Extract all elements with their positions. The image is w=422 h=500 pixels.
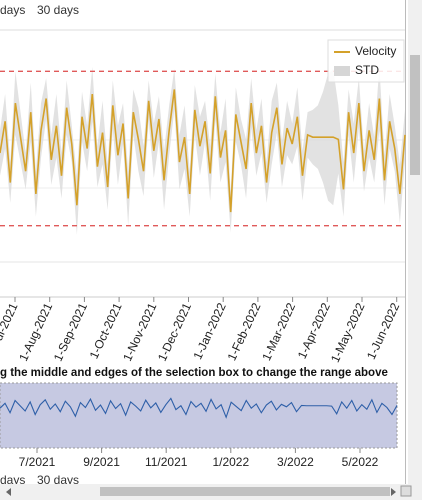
x-tick-label: 1-Dec-2021 [155, 300, 194, 363]
scrollbar-thumb[interactable] [410, 55, 420, 175]
x-tick-label: 1-Jun-2022 [364, 300, 402, 361]
navigator-label: 5/2022 [342, 455, 379, 469]
navigator-hint: g the middle and edges of the selection … [0, 367, 388, 379]
navigator-label: 7/2021 [19, 455, 56, 469]
x-tick-label: 1-Mar-2022 [259, 300, 298, 362]
x-tick-label: 1-Jul-2021 [0, 300, 21, 358]
x-tick-label: 1-Jan-2022 [190, 300, 228, 361]
x-tick-label: 1-Nov-2021 [120, 300, 159, 363]
legend: Velocity STD [327, 39, 405, 83]
h-scrollbar-thumb[interactable] [100, 487, 390, 496]
legend-label: STD [355, 63, 379, 77]
navigator: 7/2021 9/2021 11/2021 1/2022 3/2022 5/2022 [0, 397, 398, 469]
std-band [0, 66, 405, 235]
range-button[interactable]: 30 days [37, 473, 79, 487]
x-tick-label: 1-Oct-2021 [87, 300, 125, 361]
scroll-right[interactable] [391, 488, 396, 496]
range-button[interactable]: days [0, 3, 25, 17]
navigator-label: 1/2022 [212, 455, 249, 469]
plot [0, 66, 406, 235]
range-button[interactable]: days [0, 473, 25, 487]
legend-label: Velocity [355, 44, 396, 58]
navigator-line [0, 397, 398, 419]
x-tick-label: 1-May-2022 [328, 300, 368, 364]
x-tick-label: 1-Apr-2022 [295, 300, 333, 361]
x-axis: 1-Jul-20211-Aug-20211-Sep-20211-Oct-2021… [0, 297, 402, 365]
navigator-label: 3/2022 [277, 455, 314, 469]
resize-grip [400, 485, 412, 497]
range-button[interactable]: 30 days [37, 3, 79, 17]
navigator-selection[interactable] [0, 382, 398, 449]
legend-swatch [334, 66, 350, 76]
x-tick-label: 1-Sep-2021 [51, 300, 90, 363]
scroll-left[interactable] [6, 488, 11, 496]
velocity-line [0, 89, 406, 213]
x-tick-label: 1-Feb-2022 [225, 300, 264, 362]
navigator-label: 9/2021 [83, 455, 120, 469]
x-tick-label: 1-Aug-2021 [16, 300, 55, 363]
navigator-label: 11/2021 [145, 455, 188, 469]
